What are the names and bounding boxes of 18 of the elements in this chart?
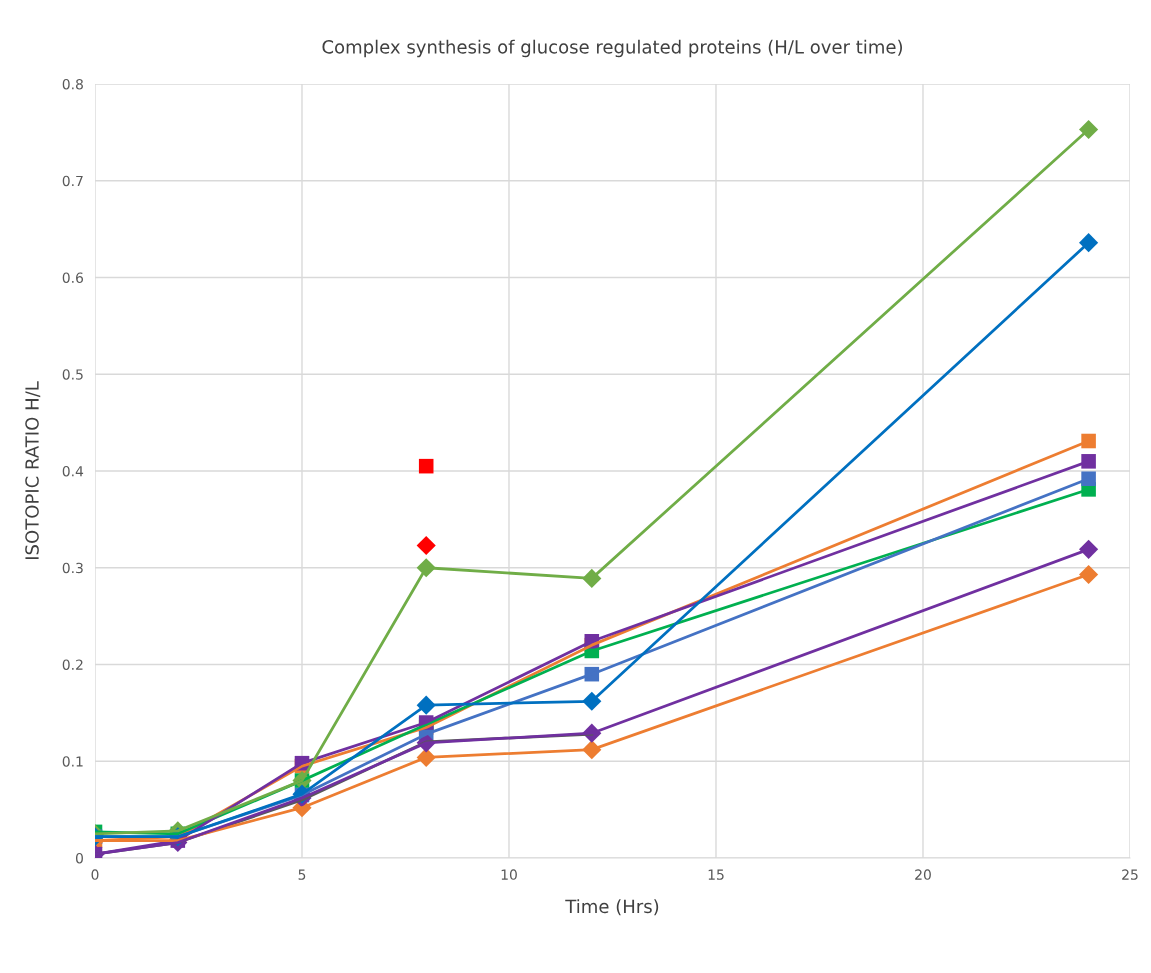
chart-title: Complex synthesis of glucose regulated proteins (H/L over time) bbox=[322, 39, 903, 58]
y-tick-label: 0.4 bbox=[62, 465, 84, 477]
x-tick-label: 0 bbox=[91, 869, 99, 880]
x-tick-label: 5 bbox=[298, 869, 306, 880]
y-tick-label: 0.5 bbox=[62, 369, 83, 380]
y-tick-label: 0.1 bbox=[62, 756, 83, 767]
y-tick-label: 0.6 bbox=[62, 272, 84, 283]
y-tick-label: 0.8 bbox=[62, 78, 83, 90]
x-tick-label: 20 bbox=[915, 869, 931, 880]
y-tick-label: 0 bbox=[75, 852, 83, 864]
x-tick-label: 15 bbox=[708, 869, 724, 880]
x-tick-label: 25 bbox=[1122, 869, 1138, 880]
y-axis-title: ISOTOPIC RATIO H/L bbox=[25, 381, 41, 560]
y-tick-label: 0.7 bbox=[62, 175, 83, 187]
y-tick-label: 0.3 bbox=[62, 562, 83, 574]
y-tick-label: 0.2 bbox=[62, 659, 83, 670]
x-tick-label: 10 bbox=[501, 869, 517, 880]
x-axis-title: Time (Hrs) bbox=[565, 899, 659, 916]
